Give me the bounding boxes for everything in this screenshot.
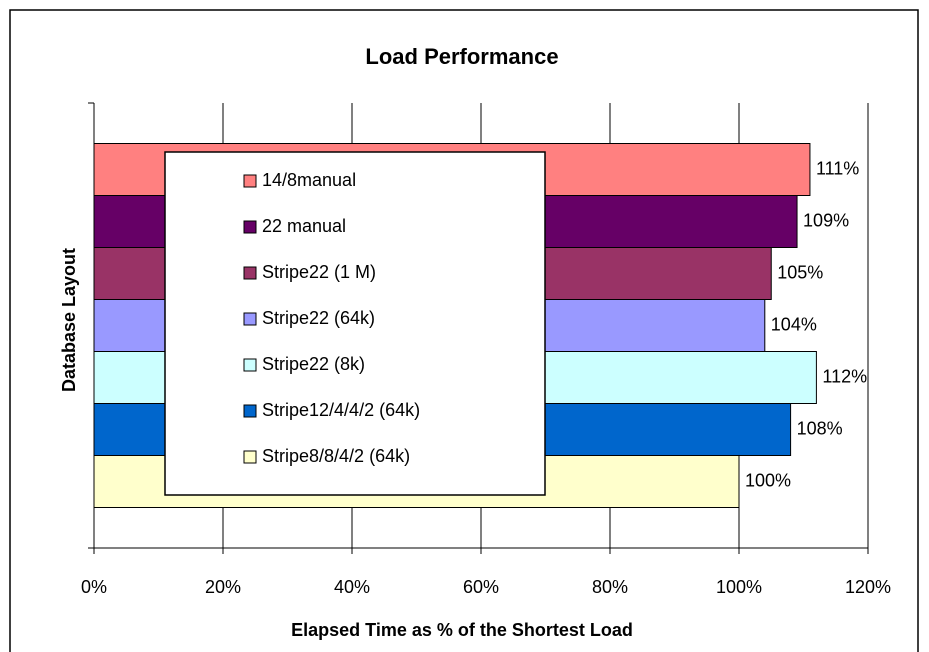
x-tick-label: 100% xyxy=(716,577,762,597)
data-label: 104% xyxy=(771,314,817,334)
x-tick-label: 40% xyxy=(334,577,370,597)
legend-label: Stripe22 (64k) xyxy=(262,308,375,328)
data-label: 100% xyxy=(745,470,791,490)
legend-label: Stripe8/8/4/2 (64k) xyxy=(262,446,410,466)
legend-box xyxy=(164,151,546,496)
x-tick-label: 60% xyxy=(463,577,499,597)
data-label: 112% xyxy=(822,366,867,386)
legend-label: Stripe12/4/4/2 (64k) xyxy=(262,400,420,420)
legend-swatch xyxy=(243,404,257,418)
legend-swatch xyxy=(243,450,257,464)
x-tick-label: 120% xyxy=(845,577,891,597)
y-axis-title: Database Layout xyxy=(59,248,79,392)
legend-swatch xyxy=(243,220,257,234)
data-label: 109% xyxy=(803,210,849,230)
legend-label: 14/8manual xyxy=(262,170,356,190)
x-tick-label: 0% xyxy=(81,577,107,597)
legend-swatch xyxy=(243,312,257,326)
x-tick-label: 20% xyxy=(205,577,241,597)
legend-label: Stripe22 (8k) xyxy=(262,354,365,374)
data-label: 105% xyxy=(777,262,823,282)
x-tick-label: 80% xyxy=(592,577,628,597)
legend-label: 22 manual xyxy=(262,216,346,236)
legend-swatch xyxy=(243,174,257,188)
legend-label: Stripe22 (1 M) xyxy=(262,262,376,282)
data-label: 111% xyxy=(816,158,859,178)
x-axis-title: Elapsed Time as % of the Shortest Load xyxy=(291,620,633,640)
chart-title: Load Performance xyxy=(365,44,558,69)
legend-swatch xyxy=(243,358,257,372)
data-label: 108% xyxy=(797,418,843,438)
legend-swatch xyxy=(243,266,257,280)
